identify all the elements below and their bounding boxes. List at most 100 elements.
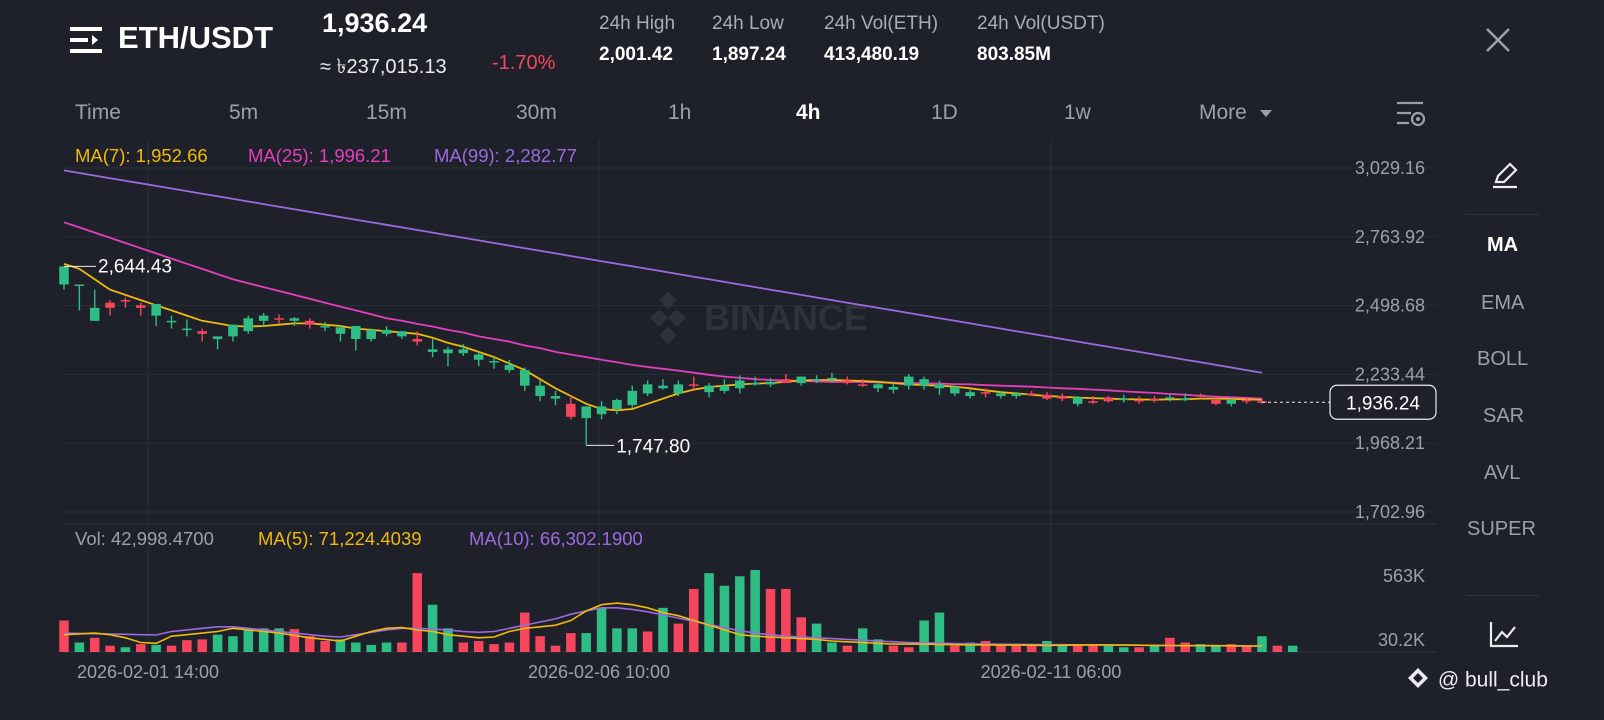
- stat-value-high: 2,001.42: [599, 44, 673, 65]
- tab-1d[interactable]: 1D: [931, 101, 958, 124]
- chart-settings-icon[interactable]: [1395, 99, 1427, 129]
- volume-bar: [504, 642, 515, 652]
- volume-bar: [520, 612, 530, 652]
- tab-more[interactable]: More: [1199, 101, 1273, 125]
- volume-bar: [489, 644, 499, 652]
- watermark: BINANCE: [650, 291, 868, 345]
- tab-more-label: More: [1199, 101, 1247, 124]
- candle-body: [1119, 398, 1129, 401]
- volume-bar: [535, 636, 545, 652]
- volume-bar: [919, 620, 929, 652]
- volume-bar: [443, 628, 453, 652]
- candle-body: [243, 318, 254, 332]
- candle-body: [581, 406, 591, 419]
- volume-bar: [842, 645, 853, 652]
- volume-bar: [74, 642, 85, 652]
- tab-4h[interactable]: 4h: [796, 101, 821, 124]
- y-tick-label: 2,498.68: [1355, 296, 1425, 316]
- caret-down-icon: [1259, 101, 1273, 125]
- candle-body: [627, 390, 638, 406]
- volume-bar: [1042, 640, 1052, 652]
- candle-body: [1165, 397, 1175, 399]
- volume-bar: [89, 637, 100, 652]
- volume-bar: [719, 585, 730, 652]
- candle-body: [1026, 393, 1037, 395]
- last-price-tag-label: 1,936.24: [1346, 393, 1420, 414]
- volume-bar: [596, 607, 607, 652]
- indicator-ma[interactable]: MA: [1487, 234, 1519, 256]
- candle-body: [735, 380, 745, 389]
- tab-15m[interactable]: 15m: [366, 101, 407, 124]
- volume-bar: [120, 647, 131, 652]
- legend-vma10: MA(10): 66,302.1900: [469, 528, 643, 549]
- tab-time[interactable]: Time: [75, 101, 121, 124]
- volume-bar: [397, 642, 407, 652]
- candle-body: [458, 349, 469, 354]
- close-icon[interactable]: [1484, 26, 1512, 54]
- candle-body: [811, 379, 822, 381]
- indicator-boll[interactable]: BOLL: [1477, 348, 1529, 370]
- indicator-avl[interactable]: AVL: [1484, 462, 1521, 484]
- tab-1h[interactable]: 1h: [668, 101, 692, 124]
- volume-bar: [1088, 644, 1098, 652]
- stat-label-high: 24h High: [599, 13, 676, 34]
- candle-body: [120, 300, 131, 302]
- pair-title[interactable]: ETH/USDT: [118, 20, 273, 55]
- volume-bar: [796, 617, 806, 652]
- candle-body: [520, 370, 530, 386]
- volume-bar: [1241, 646, 1252, 652]
- volume-bar: [59, 620, 69, 652]
- high-marker-label: 2,644.43: [98, 256, 172, 277]
- candle-body: [919, 379, 929, 386]
- indicator-chart-icon[interactable]: [1488, 620, 1520, 650]
- volume-bar: [304, 636, 315, 652]
- candle-body: [827, 377, 837, 380]
- volume-bar: [243, 628, 254, 652]
- candle-body: [412, 338, 423, 342]
- indicator-super[interactable]: SUPER: [1467, 518, 1536, 540]
- candle-body: [304, 320, 315, 325]
- y-tick-label: 2,763.92: [1355, 227, 1425, 247]
- candle-body: [535, 385, 545, 397]
- candle-body: [197, 331, 207, 334]
- x-tick-label: 2026-02-06 10:00: [528, 662, 670, 682]
- x-tick-label: 2026-02-11 06:00: [981, 662, 1122, 682]
- candle-body: [1088, 401, 1098, 403]
- volume-bar: [888, 645, 899, 652]
- stat-value-low: 1,897.24: [712, 44, 786, 65]
- candle-body: [212, 336, 223, 339]
- candle-body: [1072, 397, 1083, 404]
- volume-bar: [228, 636, 238, 652]
- indicator-sar[interactable]: SAR: [1483, 405, 1525, 427]
- candle-body: [857, 384, 868, 386]
- volume-bar: [1057, 644, 1068, 652]
- tab-1w[interactable]: 1w: [1064, 101, 1091, 124]
- stat-label-vol-eth: 24h Vol(ETH): [824, 13, 939, 34]
- volume-bar: [658, 607, 668, 652]
- volume-tick-label: 30.2K: [1378, 630, 1425, 650]
- volume-bar: [827, 642, 837, 652]
- menu-icon[interactable]: [70, 24, 104, 56]
- tab-30m[interactable]: 30m: [516, 101, 557, 124]
- volume-bar: [136, 644, 146, 652]
- candle-body: [980, 392, 991, 394]
- volume-bar: [473, 640, 484, 652]
- tab-5m[interactable]: 5m: [229, 101, 259, 124]
- draw-pencil-icon[interactable]: [1490, 160, 1520, 190]
- volume-bar: [550, 645, 561, 652]
- candle-body: [1211, 399, 1221, 404]
- candle-body: [258, 315, 269, 321]
- legend-ma7: MA(7): 1,952.66: [75, 145, 208, 166]
- volume-bar: [1026, 645, 1037, 652]
- candle-body: [704, 385, 714, 393]
- last-price-tag: [1329, 384, 1437, 420]
- candle-body: [1149, 398, 1160, 401]
- candle-body: [381, 329, 392, 334]
- volume-bar: [351, 642, 361, 652]
- candle-body: [934, 384, 945, 389]
- volume-bar: [335, 639, 346, 652]
- candle-body: [888, 386, 899, 390]
- indicator-ema[interactable]: EMA: [1481, 292, 1525, 314]
- candle-body: [550, 396, 561, 399]
